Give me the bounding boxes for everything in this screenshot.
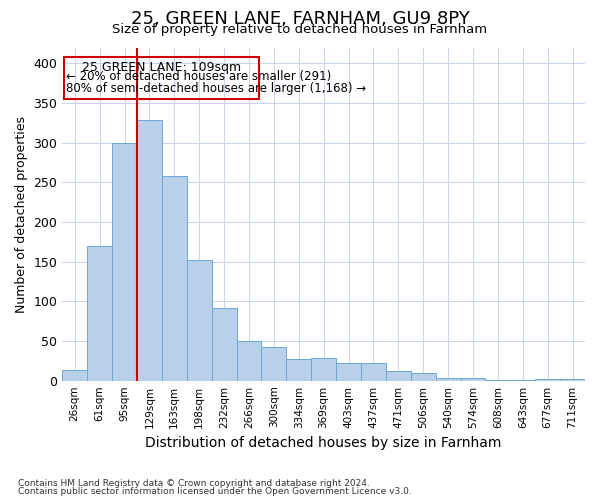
X-axis label: Distribution of detached houses by size in Farnham: Distribution of detached houses by size …	[145, 436, 502, 450]
Bar	[262, 348, 286, 380]
Bar	[311, 358, 336, 380]
Text: 25 GREEN LANE: 109sqm: 25 GREEN LANE: 109sqm	[82, 61, 241, 74]
Text: Size of property relative to detached houses in Farnham: Size of property relative to detached ho…	[112, 22, 488, 36]
Bar	[336, 363, 361, 380]
Bar	[137, 120, 162, 380]
Bar	[386, 371, 411, 380]
Bar	[361, 363, 386, 380]
Bar	[560, 379, 585, 380]
Text: 25, GREEN LANE, FARNHAM, GU9 8PY: 25, GREEN LANE, FARNHAM, GU9 8PY	[131, 10, 469, 28]
Text: Contains HM Land Registry data © Crown copyright and database right 2024.: Contains HM Land Registry data © Crown c…	[18, 478, 370, 488]
Bar	[535, 379, 560, 380]
Bar	[62, 370, 87, 380]
Y-axis label: Number of detached properties: Number of detached properties	[15, 116, 28, 312]
Bar	[64, 57, 259, 99]
Bar	[461, 378, 485, 380]
Bar	[87, 246, 112, 380]
Bar	[212, 308, 236, 380]
Text: Contains public sector information licensed under the Open Government Licence v3: Contains public sector information licen…	[18, 487, 412, 496]
Bar	[112, 142, 137, 380]
Bar	[411, 372, 436, 380]
Bar	[236, 341, 262, 380]
Bar	[436, 378, 461, 380]
Text: ← 20% of detached houses are smaller (291): ← 20% of detached houses are smaller (29…	[66, 70, 331, 83]
Bar	[187, 260, 212, 380]
Text: 80% of semi-detached houses are larger (1,168) →: 80% of semi-detached houses are larger (…	[66, 82, 366, 95]
Bar	[162, 176, 187, 380]
Bar	[286, 360, 311, 380]
